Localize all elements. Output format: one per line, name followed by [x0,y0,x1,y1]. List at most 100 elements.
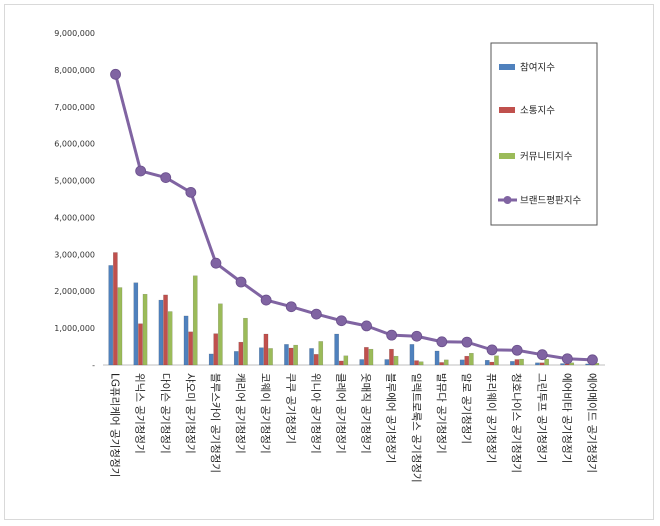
bar [117,287,123,366]
y-tick-label: - [92,361,95,370]
y-tick-label: 7,000,000 [54,103,95,112]
legend-box [490,42,598,226]
bar [208,353,214,366]
x-tick-label: 위닉스 공기청정기 [134,373,147,454]
line-point [110,68,121,80]
line-point [461,336,473,348]
bar [343,355,349,366]
bar [318,341,324,366]
line-point [285,301,297,313]
bar [284,344,289,366]
bar [393,355,399,366]
bar [414,360,419,366]
bar [183,315,189,366]
line-point [486,344,498,356]
legend-swatch [499,64,515,70]
x-tick-label: 에어메이드 공기청정기 [585,373,597,473]
x-tick-label: 청호나이스 공기청정기 [510,373,522,473]
x-tick-label: 알로 공기청정기 [460,373,472,444]
bar [334,333,339,366]
x-tick-label: 발뮤다 공기청정기 [435,373,447,454]
legend-label: 브랜드평판지수 [520,196,581,207]
line-point [361,320,372,332]
x-tick-label: 쿠쿠 공기청정기 [284,373,296,444]
line-point [587,354,598,366]
legend-label: 커뮤니티지수 [520,152,573,163]
legend-swatch [499,153,515,159]
bar [384,359,390,366]
bar [113,252,118,366]
bar [364,347,369,366]
line-point [336,315,347,327]
bar [539,362,545,366]
bar [309,348,314,366]
line-point [511,344,523,356]
legend-marker [503,196,512,204]
bar [489,361,495,366]
bar [514,359,520,366]
x-tick-label: 클레어 공기청정기 [334,373,346,454]
bar [259,347,264,366]
line-point [411,330,423,342]
line-point [235,276,247,288]
legend-label: 참여지수 [520,62,555,74]
bar [484,360,490,366]
legend-swatch [499,107,515,113]
bar [233,351,239,366]
line-point [561,353,573,365]
x-tick-label: 캐리어 공기청정기 [234,373,246,454]
x-tick-label: 그린투프 공기청정기 [535,373,547,463]
x-tick-label: 일렉트로룩스 공기청정기 [410,373,423,483]
line-point [210,257,222,269]
bar [268,348,273,366]
bar [368,348,374,366]
y-tick-label: 3,000,000 [54,250,95,259]
line-point [310,308,322,320]
bar [313,354,319,366]
x-tick-label: 다이슨 공기청정기 [159,373,171,454]
line-series [110,68,598,366]
x-tick-label: 블루에어 공기청정기 [385,373,397,463]
bar [443,359,449,366]
bar [434,350,440,366]
bar [188,331,193,366]
bar [409,344,415,366]
x-tick-label: 에어비타 공기청정기 [560,373,572,463]
bar [510,361,515,366]
bar [213,333,219,366]
bar [238,341,244,366]
line-point [185,186,197,198]
bar [464,355,470,366]
x-tick-label: 블루스카이 공기청정기 [209,373,221,473]
x-tick-label: 위니아 공기청정기 [309,373,322,454]
bar [243,317,248,366]
line-point [135,165,147,177]
x-tick-label: 샤오미 공기청정기 [184,373,196,454]
bar [218,303,223,366]
bar [535,362,540,366]
x-tick-label: 퓨리웨이 공기청정기 [485,373,497,463]
bar [158,299,164,366]
y-tick-label: 2,000,000 [54,287,95,296]
bar [163,294,168,366]
bar [418,361,424,366]
bar [389,348,394,366]
bars [108,252,600,366]
bar [544,358,549,366]
x-tick-label: 코웨이 공기청정기 [259,373,271,454]
y-tick-label: 5,000,000 [54,177,95,186]
bar [560,363,565,366]
bar [108,265,114,366]
line-point [260,294,272,306]
x-tick-label: 웃매직 공기청정기 [360,373,372,454]
bar [494,355,499,366]
bar [569,362,575,366]
bar [469,352,474,366]
bar [293,344,298,366]
x-tick-label: LG퓨리케어 공기청정기 [109,373,121,477]
bar [142,293,148,366]
bar [519,358,524,366]
bar [439,362,444,366]
